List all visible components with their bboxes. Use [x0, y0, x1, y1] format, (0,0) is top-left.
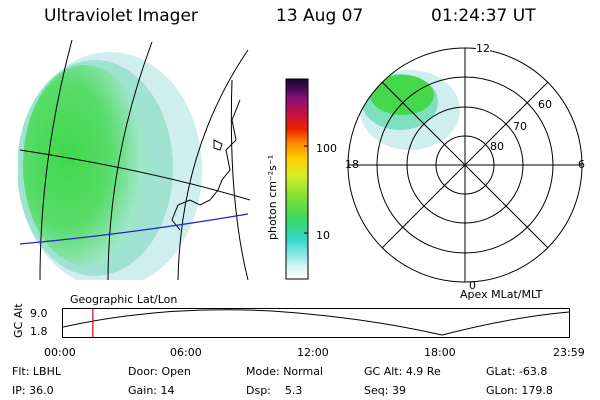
colorbar — [285, 78, 309, 280]
ip-value: 36.0 — [29, 384, 54, 397]
altitude-axis-label: GC Alt — [12, 303, 25, 338]
lat-label-70: 70 — [513, 120, 527, 133]
dsp-value: 5.3 — [284, 384, 303, 397]
glon-value: 179.8 — [521, 384, 553, 397]
mlt-label-6: 6 — [578, 158, 585, 171]
filter-info: Flt: LBHL — [12, 365, 61, 378]
polar-plot — [347, 47, 583, 283]
gcalt-value: 4.9 Re — [405, 365, 441, 378]
gain-info: Gain: 14 — [128, 384, 175, 397]
polar-aurora-core — [370, 75, 434, 115]
glon-info: GLon: 179.8 — [486, 384, 553, 397]
door-info: Door: Open — [128, 365, 191, 378]
ip-key: IP: — [12, 384, 26, 397]
coastline — [171, 99, 241, 231]
altitude-xtick-1200: 12:00 — [297, 346, 329, 359]
meridian-line — [39, 40, 73, 280]
mlt-label-0: 0 — [469, 279, 476, 292]
lat-label-80: 80 — [490, 140, 504, 153]
polar-diagonal — [381, 81, 549, 249]
mlt-label-12: 12 — [476, 42, 490, 55]
dsp-info: Dsp: 5.3 — [246, 384, 302, 397]
altitude-xtick-0000: 00:00 — [44, 346, 76, 359]
altitude-xtick-1800: 18:00 — [424, 346, 456, 359]
altitude-ytick-high: 9.0 — [30, 307, 48, 320]
colorbar-unit-label: photon cm⁻²s⁻¹ — [266, 154, 279, 240]
seq-info: Seq: 39 — [364, 384, 406, 397]
door-value: Open — [161, 365, 191, 378]
meridian-line — [230, 79, 249, 280]
glat-value: -63.8 — [518, 365, 548, 378]
mode-key: Mode: — [246, 365, 280, 378]
date-label: 13 Aug 07 — [276, 6, 364, 26]
lat-label-60: 60 — [538, 98, 552, 111]
altitude-ytick-low: 1.8 — [30, 325, 48, 338]
glon-key: GLon: — [486, 384, 518, 397]
filter-value: LBHL — [32, 365, 61, 378]
door-key: Door: — [128, 365, 158, 378]
latitude-line — [19, 149, 250, 201]
altitude-plot-frame — [62, 308, 570, 338]
geographic-panel-label: Geographic Lat/Lon — [70, 293, 178, 306]
altitude-xtick-0600: 06:00 — [170, 346, 202, 359]
gain-key: Gain: — [128, 384, 157, 397]
glat-info: GLat: -63.8 — [486, 365, 547, 378]
terminator-track — [19, 213, 249, 245]
mlt-label-18: 18 — [345, 158, 359, 171]
meridian-line — [107, 41, 153, 280]
gain-value: 14 — [160, 384, 175, 397]
colorbar-tick-10: 10 — [316, 229, 330, 242]
altitude-plot — [62, 308, 570, 338]
mode-value: Normal — [283, 365, 323, 378]
glat-key: GLat: — [486, 365, 516, 378]
seq-key: Seq: — [364, 384, 389, 397]
meridian-line — [177, 49, 249, 280]
gcalt-key: GC Alt: — [364, 365, 403, 378]
gcalt-info: GC Alt: 4.9 Re — [364, 365, 441, 378]
dsp-key: Dsp: — [246, 384, 271, 397]
seq-value: 39 — [391, 384, 406, 397]
colorbar-tick-100: 100 — [316, 142, 337, 155]
altitude-curve — [62, 309, 570, 336]
altitude-xtick-2359: 23:59 — [553, 346, 585, 359]
time-label: 01:24:37 UT — [431, 6, 536, 26]
ip-info: IP: 36.0 — [12, 384, 54, 397]
glow-core — [23, 65, 147, 265]
mode-info: Mode: Normal — [246, 365, 323, 378]
instrument-title: Ultraviolet Imager — [44, 6, 198, 26]
polar-panel-label: Apex MLat/MLT — [460, 288, 543, 301]
filter-key: Flt: — [12, 365, 30, 378]
island-outline — [213, 139, 223, 151]
